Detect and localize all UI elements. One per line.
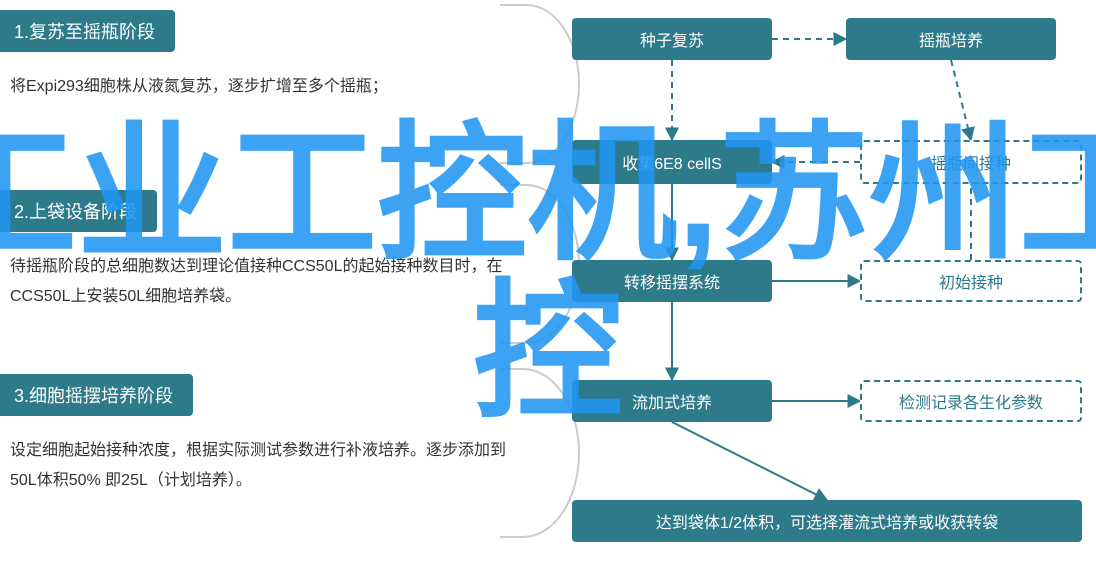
flow-node-n7: 流加式培养 [572,380,772,422]
connector-n7-n9 [672,422,827,500]
stage-1: 1.复苏至摇瓶阶段 将Expi293细胞株从液氮复苏，逐步扩增至多个摇瓶； [0,10,540,102]
flow-node-n9: 达到袋体1/2体积，可选择灌流式培养或收获转袋 [572,500,1082,542]
stage-1-title: 1.复苏至摇瓶阶段 [0,10,175,52]
flow-node-n4: 摇瓶间接种 [860,140,1082,184]
flow-node-n2: 摇瓶培养 [846,18,1056,60]
stage-3-desc: 设定细胞起始接种浓度，根据实际测试参数进行补液培养。逐步添加到50L体积50% … [0,416,540,497]
connector-n2-n4 [951,60,971,140]
stage-1-desc: 将Expi293细胞株从液氮复苏，逐步扩增至多个摇瓶； [0,52,540,102]
stage-3: 3.细胞摇摆培养阶段 设定细胞起始接种浓度，根据实际测试参数进行补液培养。逐步添… [0,374,540,497]
flow-node-n5: 转移摇摆系统 [572,260,772,302]
flow-node-n6: 初始接种 [860,260,1082,302]
stage-2: 2.上袋设备阶段 待摇瓶阶段的总细胞数达到理论值接种CCS50L的起始接种数目时… [0,190,540,313]
stage-2-title: 2.上袋设备阶段 [0,190,157,232]
flow-node-n1: 种子复苏 [572,18,772,60]
stage-3-title: 3.细胞摇摆培养阶段 [0,374,193,416]
flow-node-n8: 检测记录各生化参数 [860,380,1082,422]
flow-node-n3: 收集6E8 cellS [572,140,772,184]
flowchart: 种子复苏 摇瓶培养收集6E8 cellS 摇瓶间接种转移摇摆系统 初始接种流加式培养 检… [560,0,1096,567]
stage-2-desc: 待摇瓶阶段的总细胞数达到理论值接种CCS50L的起始接种数目时，在CCS50L上… [0,232,540,313]
